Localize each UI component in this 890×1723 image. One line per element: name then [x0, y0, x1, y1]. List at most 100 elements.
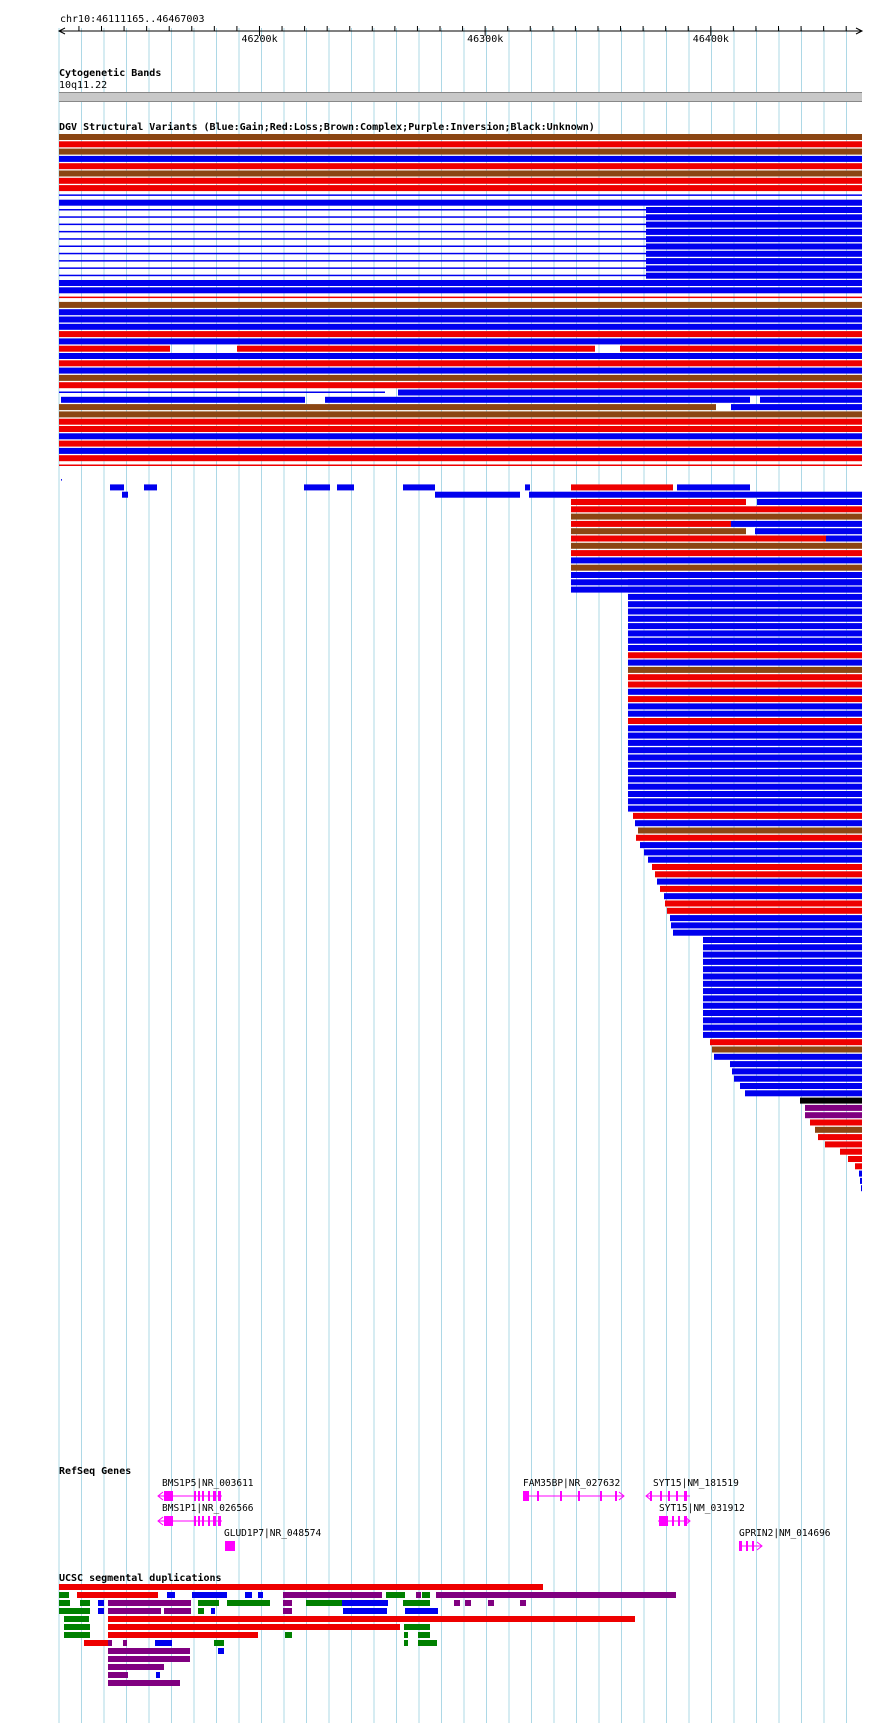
dgv-variant-bar	[304, 484, 330, 491]
gene-exon	[739, 1541, 742, 1551]
dgv-variant-bar	[760, 396, 862, 403]
dgv-variant-bar	[667, 907, 862, 914]
ruler-left-arrow	[57, 27, 66, 35]
segdup-block	[108, 1656, 190, 1662]
dgv-variant-bar	[59, 382, 862, 389]
gene-label-syt15-031912[interactable]: SYT15|NM_031912	[659, 1503, 745, 1514]
segdup-block	[108, 1608, 161, 1614]
dgv-variant-line	[59, 209, 646, 211]
dgv-variant-bar	[734, 1075, 862, 1082]
dgv-variant-bar	[144, 484, 157, 491]
dgv-variant-line	[59, 464, 862, 466]
dgv-variant-line	[59, 260, 646, 262]
segdup-block	[418, 1640, 437, 1646]
segdup-block	[214, 1640, 224, 1646]
dgv-variant-bar	[571, 535, 826, 542]
gene-exon	[208, 1516, 210, 1526]
dgv-variant-bar	[638, 827, 862, 834]
gene-exon	[218, 1491, 221, 1501]
segdup-block	[192, 1592, 227, 1598]
dgv-variant-bar	[628, 659, 862, 666]
dgv-variant-bar	[703, 958, 862, 965]
dgv-variant-bar	[628, 725, 862, 732]
dgv-variant-bar	[59, 331, 862, 338]
dgv-variant-bar	[745, 1090, 862, 1097]
segdup-track-title: UCSC segmental duplications	[59, 1573, 222, 1584]
dgv-variant-bar	[652, 864, 862, 870]
dgv-variant-bar	[628, 754, 862, 761]
dgv-variant-bar	[59, 426, 862, 432]
gene-label-bms1p5[interactable]: BMS1P5|NR_003611	[162, 1478, 254, 1489]
segdup-block	[488, 1600, 494, 1606]
dgv-variant-bar	[714, 1053, 862, 1060]
dgv-variant-bar	[59, 440, 862, 447]
dgv-variant-bar	[571, 499, 746, 505]
ruler-tick-label: 46200k	[241, 34, 278, 45]
gene-label-glud1p7[interactable]: GLUD1P7|NR_048574	[224, 1528, 322, 1539]
dgv-variant-bar	[703, 973, 862, 980]
dgv-variant-bar	[59, 163, 862, 170]
dgv-variant-bar	[703, 1002, 862, 1009]
dgv-variant-bar	[122, 491, 128, 498]
dgv-variant-bar	[840, 1148, 862, 1155]
dgv-variant-bar	[703, 1024, 862, 1031]
dgv-variant-bar	[59, 345, 170, 352]
dgv-variant-bar	[59, 309, 862, 316]
dgv-variant-bar	[703, 951, 862, 958]
segdup-block	[198, 1608, 204, 1614]
dgv-variant-bar	[571, 542, 862, 549]
gene-exon	[615, 1491, 617, 1501]
gene-label-bms1p1[interactable]: BMS1P1|NR_026566	[162, 1503, 254, 1514]
dgv-variant-bar	[59, 411, 862, 418]
dgv-variant-bar	[628, 637, 862, 644]
dgv-variant-bar	[648, 856, 862, 863]
gene-label-fam35bp[interactable]: FAM35BP|NR_027632	[523, 1478, 621, 1489]
dgv-variant-bar	[59, 367, 862, 374]
gene-label-gprin2[interactable]: GPRIN2|NM_014696	[739, 1528, 831, 1539]
ruler-right-arrow	[855, 27, 864, 35]
gene-label-syt15-181519[interactable]: SYT15|NM_181519	[653, 1478, 739, 1489]
segdup-block	[108, 1672, 128, 1678]
dgv-variant-bar	[59, 338, 862, 345]
segdup-block	[422, 1592, 430, 1598]
dgv-variant-bar	[59, 323, 862, 330]
dgv-variant-bar	[628, 645, 862, 651]
dgv-variant-bar	[825, 1141, 862, 1148]
dgv-variant-bar	[810, 1119, 862, 1126]
dgv-variant-bar	[646, 265, 862, 272]
segdup-block	[108, 1616, 635, 1622]
dgv-variant-bar	[525, 484, 530, 491]
dgv-variant-bar	[628, 666, 862, 673]
dgv-variant-bar	[571, 564, 862, 571]
dgv-variant-bar	[628, 769, 862, 776]
dgv-variant-bar	[59, 374, 862, 381]
dgv-variant-bar	[628, 579, 862, 586]
dgv-variant-bar	[800, 1097, 862, 1104]
dgv-variant-line	[61, 479, 62, 481]
dgv-track[interactable]	[0, 0, 890, 1300]
segdup-block	[108, 1664, 164, 1670]
dgv-variant-bar	[646, 228, 862, 235]
segdup-block	[108, 1648, 190, 1654]
gene-exon	[218, 1516, 221, 1526]
dgv-variant-bar	[61, 396, 305, 403]
dgv-variant-bar	[571, 520, 731, 527]
gene-strand-arrow	[756, 1541, 763, 1551]
segdup-block	[258, 1592, 263, 1598]
refseq-track-title: RefSeq Genes	[59, 1466, 132, 1477]
dgv-variant-bar	[628, 776, 862, 783]
dgv-variant-bar	[671, 922, 862, 929]
dgv-variant-bar	[59, 148, 862, 155]
dgv-variant-bar	[826, 535, 862, 542]
segdup-block	[465, 1600, 471, 1606]
dgv-variant-bar	[805, 1104, 862, 1111]
dgv-variant-bar	[571, 528, 746, 535]
cytoband-ideogram[interactable]	[59, 92, 862, 102]
gene-exon	[208, 1491, 210, 1501]
coordinate-ruler[interactable]	[0, 0, 890, 50]
segdup-block	[123, 1640, 127, 1646]
dgv-variant-line	[59, 245, 646, 247]
